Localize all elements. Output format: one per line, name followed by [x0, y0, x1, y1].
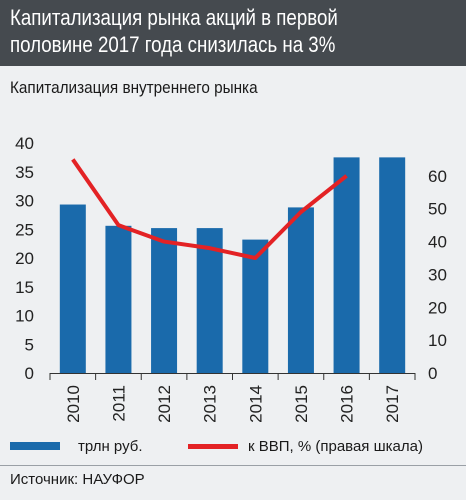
- y-right-tick-label: 40: [428, 233, 447, 252]
- bar: [105, 225, 132, 373]
- y-left-tick-label: 25: [15, 220, 34, 239]
- y-left-tick-label: 0: [25, 364, 34, 383]
- x-tick-label: 2010: [64, 385, 83, 423]
- y-right-tick-label: 10: [428, 331, 447, 350]
- y-right-tick-label: 30: [428, 265, 447, 284]
- y-left-tick-label: 40: [15, 134, 34, 153]
- source-note: Источник: НАУФОР: [10, 471, 145, 488]
- header-banner: Капитализация рынка акций в первой полов…: [0, 0, 466, 66]
- x-tick-label: 2015: [292, 385, 311, 423]
- bar: [333, 157, 360, 373]
- x-tick-label: 2014: [246, 385, 265, 423]
- y-left-tick-label: 35: [15, 163, 34, 182]
- x-tick-label: 2016: [338, 385, 357, 423]
- y-right-tick-label: 20: [428, 298, 447, 317]
- legend-bar-swatch: [10, 442, 60, 450]
- x-tick-label: 2017: [383, 385, 402, 423]
- x-tick-label: 2012: [155, 385, 174, 423]
- legend-line-label: к ВВП, % (правая шкала): [248, 437, 423, 455]
- y-left-tick-label: 30: [15, 192, 34, 211]
- bar: [379, 157, 406, 373]
- legend-item-line: к ВВП, % (правая шкала): [188, 436, 423, 456]
- chart-subtitle: Капитализация внутреннего рынка: [10, 78, 258, 97]
- source-divider: [0, 465, 466, 466]
- legend-bar-label: трлн руб.: [78, 437, 143, 455]
- y-left-tick-label: 10: [15, 307, 34, 326]
- bar: [287, 207, 314, 373]
- title-line-2: половине 2017 года снизилась на 3%: [10, 32, 336, 57]
- y-right-tick-label: 50: [428, 200, 447, 219]
- legend-item-bars: трлн руб.: [10, 436, 143, 456]
- bar: [242, 239, 269, 373]
- y-right-tick-label: 60: [428, 167, 447, 186]
- x-tick-label: 2013: [201, 385, 220, 423]
- legend-line-swatch: [188, 443, 238, 449]
- x-tick-label: 2011: [109, 385, 128, 422]
- y-left-tick-label: 5: [25, 335, 34, 354]
- title-line-1: Капитализация рынка акций в первой: [10, 5, 338, 30]
- bar: [59, 204, 86, 373]
- bar: [151, 228, 178, 373]
- bar: [196, 228, 223, 373]
- y-left-tick-label: 20: [15, 249, 34, 268]
- y-left-tick-label: 15: [15, 278, 34, 297]
- y-right-tick-label: 0: [428, 364, 437, 383]
